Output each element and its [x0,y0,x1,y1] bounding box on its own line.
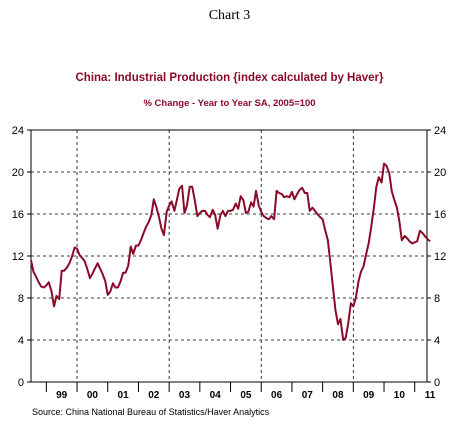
chart-number-header: Chart 3 [208,8,251,23]
x-tick-label: 11 [425,390,436,401]
x-tick-label: 06 [271,390,283,401]
y-tick-label-right: 8 [434,293,440,305]
x-tick-label: 99 [56,390,68,401]
y-tick-label-left: 12 [12,251,24,263]
grid-layer [31,130,427,382]
y-tick-label-right: 16 [434,209,446,221]
industrial-production-series-line [30,162,431,341]
x-tick-label: 09 [363,390,375,401]
x-tick-label: 04 [210,390,222,401]
x-tick-label: 01 [118,390,130,401]
chart-title: China: Industrial Production {index calc… [75,72,384,84]
y-tick-label-left: 4 [18,335,24,347]
y-tick-label-right: 24 [434,125,446,137]
y-tick-label-right: 12 [434,251,446,263]
y-tick-label-right: 20 [434,167,446,179]
series-layer [30,162,431,341]
y-tick-label-right: 0 [434,377,440,389]
chart-subtitle: % Change - Year to Year SA, 2005=100 [143,98,316,109]
x-tick-label: 10 [394,390,406,401]
y-tick-label-right: 4 [434,335,440,347]
x-tick-label: 05 [240,390,252,401]
x-tick-label: 08 [332,390,344,401]
y-tick-label-left: 16 [12,209,24,221]
source-note: Source: China National Bureau of Statist… [32,407,270,417]
x-tick-label: 02 [148,390,160,401]
y-tick-label-left: 20 [12,167,24,179]
y-tick-label-left: 8 [18,293,24,305]
x-tick-label: 07 [302,390,314,401]
y-tick-label-left: 0 [18,377,24,389]
x-tick-label: 03 [179,390,191,401]
x-tick-label: 00 [87,390,99,401]
y-tick-label-left: 24 [12,125,24,137]
